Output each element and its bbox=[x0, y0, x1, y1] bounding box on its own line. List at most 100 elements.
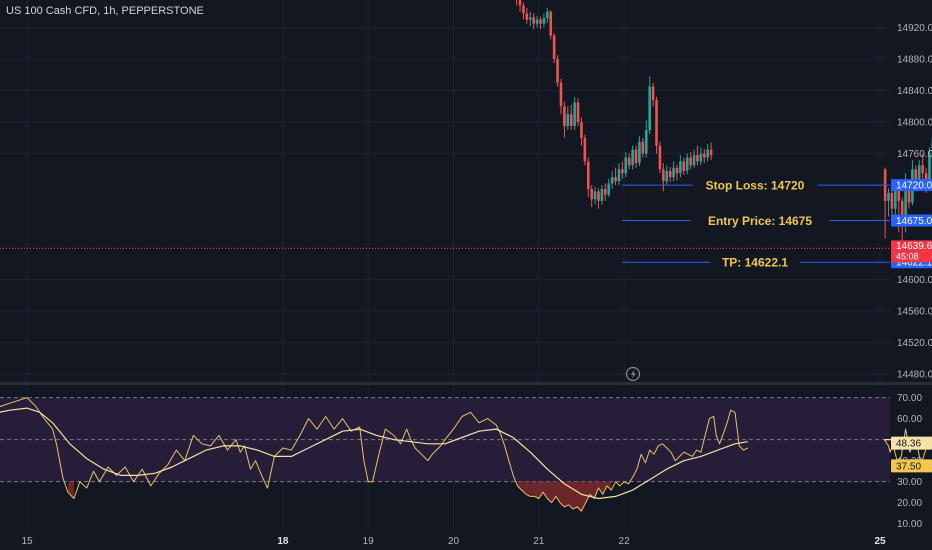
candle[interactable] bbox=[528, 11, 532, 26]
candle[interactable] bbox=[655, 96, 658, 154]
candle[interactable] bbox=[696, 145, 699, 166]
candle[interactable] bbox=[563, 101, 566, 138]
candle[interactable] bbox=[590, 185, 593, 208]
candle-body bbox=[546, 11, 549, 19]
rsi-oversold-fill bbox=[67, 481, 74, 499]
candle-body bbox=[614, 177, 617, 182]
candle[interactable] bbox=[702, 148, 706, 164]
candle[interactable] bbox=[631, 145, 634, 170]
price-tick-label: 14760.0 bbox=[897, 149, 932, 160]
candle[interactable] bbox=[679, 155, 682, 178]
candle[interactable] bbox=[580, 117, 583, 146]
time-axis[interactable]: 1518192021222526272829 bbox=[21, 536, 932, 547]
candle[interactable] bbox=[658, 141, 662, 174]
candle[interactable] bbox=[692, 149, 696, 168]
candle[interactable] bbox=[614, 167, 617, 186]
candle[interactable] bbox=[576, 98, 580, 127]
candle[interactable] bbox=[621, 161, 624, 179]
candle[interactable] bbox=[648, 76, 651, 134]
candle-body bbox=[696, 155, 699, 162]
candle[interactable] bbox=[532, 13, 535, 30]
candle[interactable] bbox=[515, 0, 518, 6]
candle[interactable] bbox=[535, 15, 539, 28]
candle[interactable] bbox=[522, 2, 525, 20]
candle[interactable] bbox=[525, 7, 529, 24]
candle[interactable] bbox=[887, 188, 890, 217]
candle[interactable] bbox=[607, 178, 611, 197]
candle-body bbox=[580, 122, 583, 138]
candle[interactable] bbox=[518, 0, 522, 12]
lightning-icon[interactable] bbox=[625, 366, 641, 382]
candle-body bbox=[894, 186, 897, 209]
candle[interactable] bbox=[549, 10, 553, 40]
rsi-tick-label: 20.00 bbox=[897, 498, 922, 509]
candle[interactable] bbox=[668, 166, 672, 182]
candle[interactable] bbox=[593, 186, 597, 205]
candle[interactable] bbox=[566, 106, 570, 130]
candle[interactable] bbox=[709, 142, 713, 160]
candle[interactable] bbox=[627, 153, 631, 170]
candle-body bbox=[638, 141, 641, 164]
time-tick-label: 21 bbox=[533, 536, 545, 547]
candle[interactable] bbox=[638, 136, 641, 167]
candle[interactable] bbox=[552, 33, 556, 64]
candle[interactable] bbox=[624, 152, 628, 178]
candle[interactable] bbox=[685, 153, 689, 175]
candle[interactable] bbox=[699, 147, 703, 166]
candle[interactable] bbox=[921, 153, 924, 182]
candle[interactable] bbox=[600, 185, 604, 205]
candle[interactable] bbox=[617, 163, 621, 186]
candle[interactable] bbox=[539, 16, 542, 30]
candle[interactable] bbox=[634, 145, 638, 168]
trade-levels[interactable]: Stop Loss: 14720 Entry Price: 14675 TP: 14… bbox=[622, 177, 890, 271]
candle[interactable] bbox=[675, 164, 679, 181]
price-tick-label: 14560.0 bbox=[897, 307, 932, 318]
candle[interactable] bbox=[651, 82, 655, 107]
candle[interactable] bbox=[597, 188, 600, 209]
level-label-bg bbox=[690, 212, 830, 229]
candle[interactable] bbox=[583, 134, 587, 166]
rsi-oversold-fill bbox=[517, 481, 612, 512]
candle-body bbox=[634, 149, 638, 164]
candle-body bbox=[627, 157, 631, 166]
level-label: Stop Loss: 14720 bbox=[706, 179, 805, 193]
candle[interactable] bbox=[641, 137, 645, 158]
candle[interactable] bbox=[662, 163, 665, 192]
candle-body bbox=[682, 161, 686, 171]
candle-body bbox=[897, 186, 901, 201]
candle-body bbox=[928, 153, 931, 187]
candle[interactable] bbox=[559, 78, 563, 115]
candle-body bbox=[607, 183, 611, 195]
candle-body bbox=[590, 189, 593, 200]
candle-body bbox=[692, 155, 696, 166]
price-tick-label: 14480.0 bbox=[897, 370, 932, 381]
candle-body bbox=[665, 170, 669, 182]
candle[interactable] bbox=[682, 157, 686, 175]
candle-body bbox=[914, 169, 918, 182]
candle[interactable] bbox=[644, 120, 648, 158]
candle[interactable] bbox=[689, 152, 692, 170]
candle-body bbox=[539, 19, 542, 24]
candle[interactable] bbox=[546, 7, 549, 23]
price-axis[interactable]: 14920.0 14880.0 14840.0 14800.0 14760.0 14600… bbox=[897, 23, 932, 381]
candle-body bbox=[532, 17, 535, 24]
candle-body bbox=[552, 35, 556, 60]
candle-body bbox=[549, 11, 553, 36]
candle[interactable] bbox=[610, 170, 614, 190]
level-label: TP: 14622.1 bbox=[722, 256, 788, 270]
candle-body bbox=[672, 167, 675, 178]
candle-body bbox=[668, 170, 672, 178]
price-tick-label: 14520.0 bbox=[897, 338, 932, 349]
candle[interactable] bbox=[586, 157, 590, 197]
candle[interactable] bbox=[573, 96, 576, 130]
rsi-badge-text: 37.50 bbox=[896, 461, 921, 472]
candle-body bbox=[887, 192, 890, 201]
candle[interactable] bbox=[706, 144, 709, 162]
candle[interactable] bbox=[556, 55, 559, 87]
candle[interactable] bbox=[542, 13, 546, 28]
candle[interactable] bbox=[569, 104, 573, 130]
candle[interactable] bbox=[604, 183, 607, 201]
candle[interactable] bbox=[672, 161, 675, 182]
candle[interactable] bbox=[665, 165, 669, 186]
